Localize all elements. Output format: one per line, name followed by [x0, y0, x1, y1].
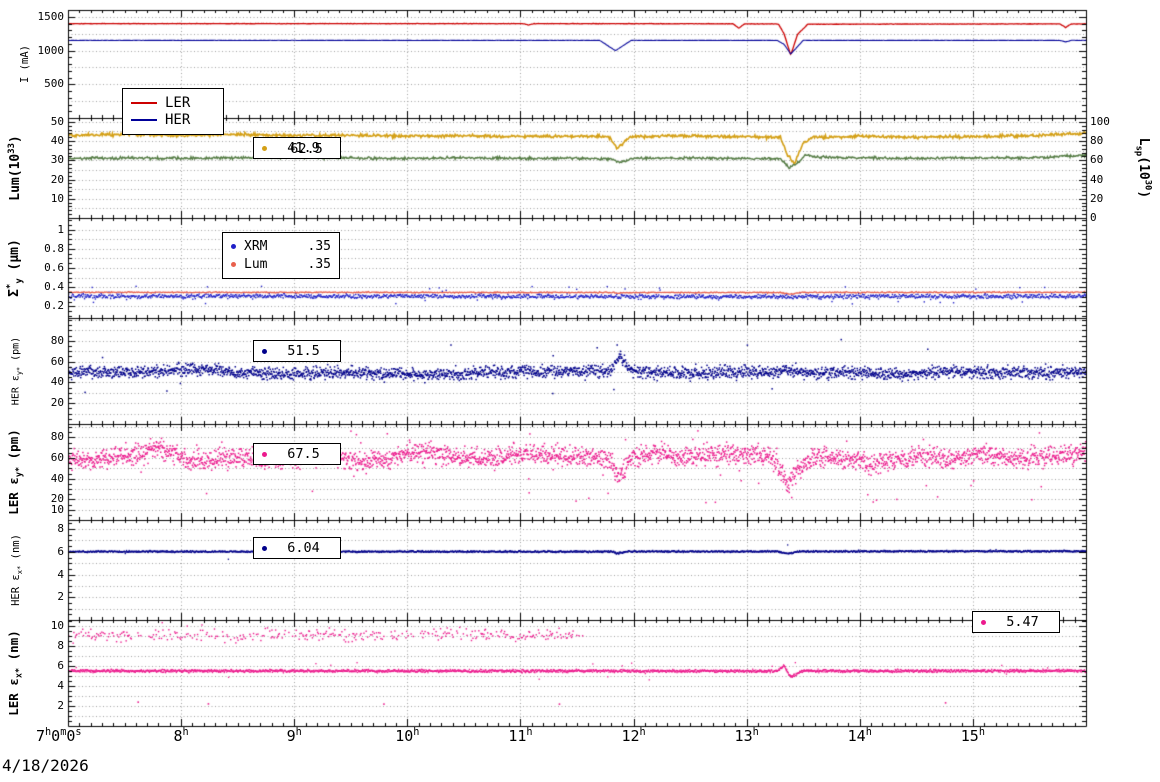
lum-sigma-legend-row: Lum .35: [231, 257, 331, 272]
luminosity-value-box: 41.9 62.5: [253, 137, 341, 159]
ler-ex-value: 5.47: [1006, 614, 1039, 630]
lum-value: 41.9: [287, 140, 320, 156]
ler-ey-value-box: 67.5: [253, 443, 341, 465]
ler-ex-value-box: 5.47: [972, 611, 1060, 633]
her-ex-value: 6.04: [287, 540, 320, 556]
ler-ey-marker-dot: [262, 451, 267, 457]
her-legend-row: HER: [131, 112, 215, 128]
her-ey-value-box: 51.5: [253, 340, 341, 362]
xrm-legend-label: XRM: [244, 239, 268, 255]
xrm-legend-value: .35: [307, 239, 331, 255]
her-ex-value-box: 6.04: [253, 537, 341, 559]
her-ex-marker-dot: [262, 545, 267, 551]
lum-sigma-legend-label: Lum: [244, 256, 268, 272]
sigma-legend-box: XRM .35 Lum .35: [222, 232, 340, 279]
lsp-value: 62.5: [290, 141, 323, 157]
ler-legend-label: LER: [165, 94, 191, 111]
lum-value-overlap: 41.9 62.5: [275, 140, 332, 157]
her-ey-value: 51.5: [287, 343, 320, 359]
lum-marker-dot: [262, 145, 267, 151]
xrm-legend-row: XRM .35: [231, 239, 331, 254]
current-legend-box: LER HER: [122, 88, 224, 135]
her-legend-label: HER: [165, 112, 191, 129]
her-line-sample: [131, 119, 157, 122]
ler-legend-row: LER: [131, 95, 215, 111]
lum-sigma-legend-value: .35: [307, 256, 331, 272]
ler-ey-value: 67.5: [287, 446, 320, 462]
ler-line-sample: [131, 101, 157, 104]
xrm-marker-dot: [231, 244, 236, 250]
her-ey-marker-dot: [262, 348, 267, 354]
date-label: 4/18/2026: [2, 756, 89, 775]
ler-ex-marker-dot: [981, 619, 986, 625]
lum-sigma-marker-dot: [231, 261, 236, 267]
